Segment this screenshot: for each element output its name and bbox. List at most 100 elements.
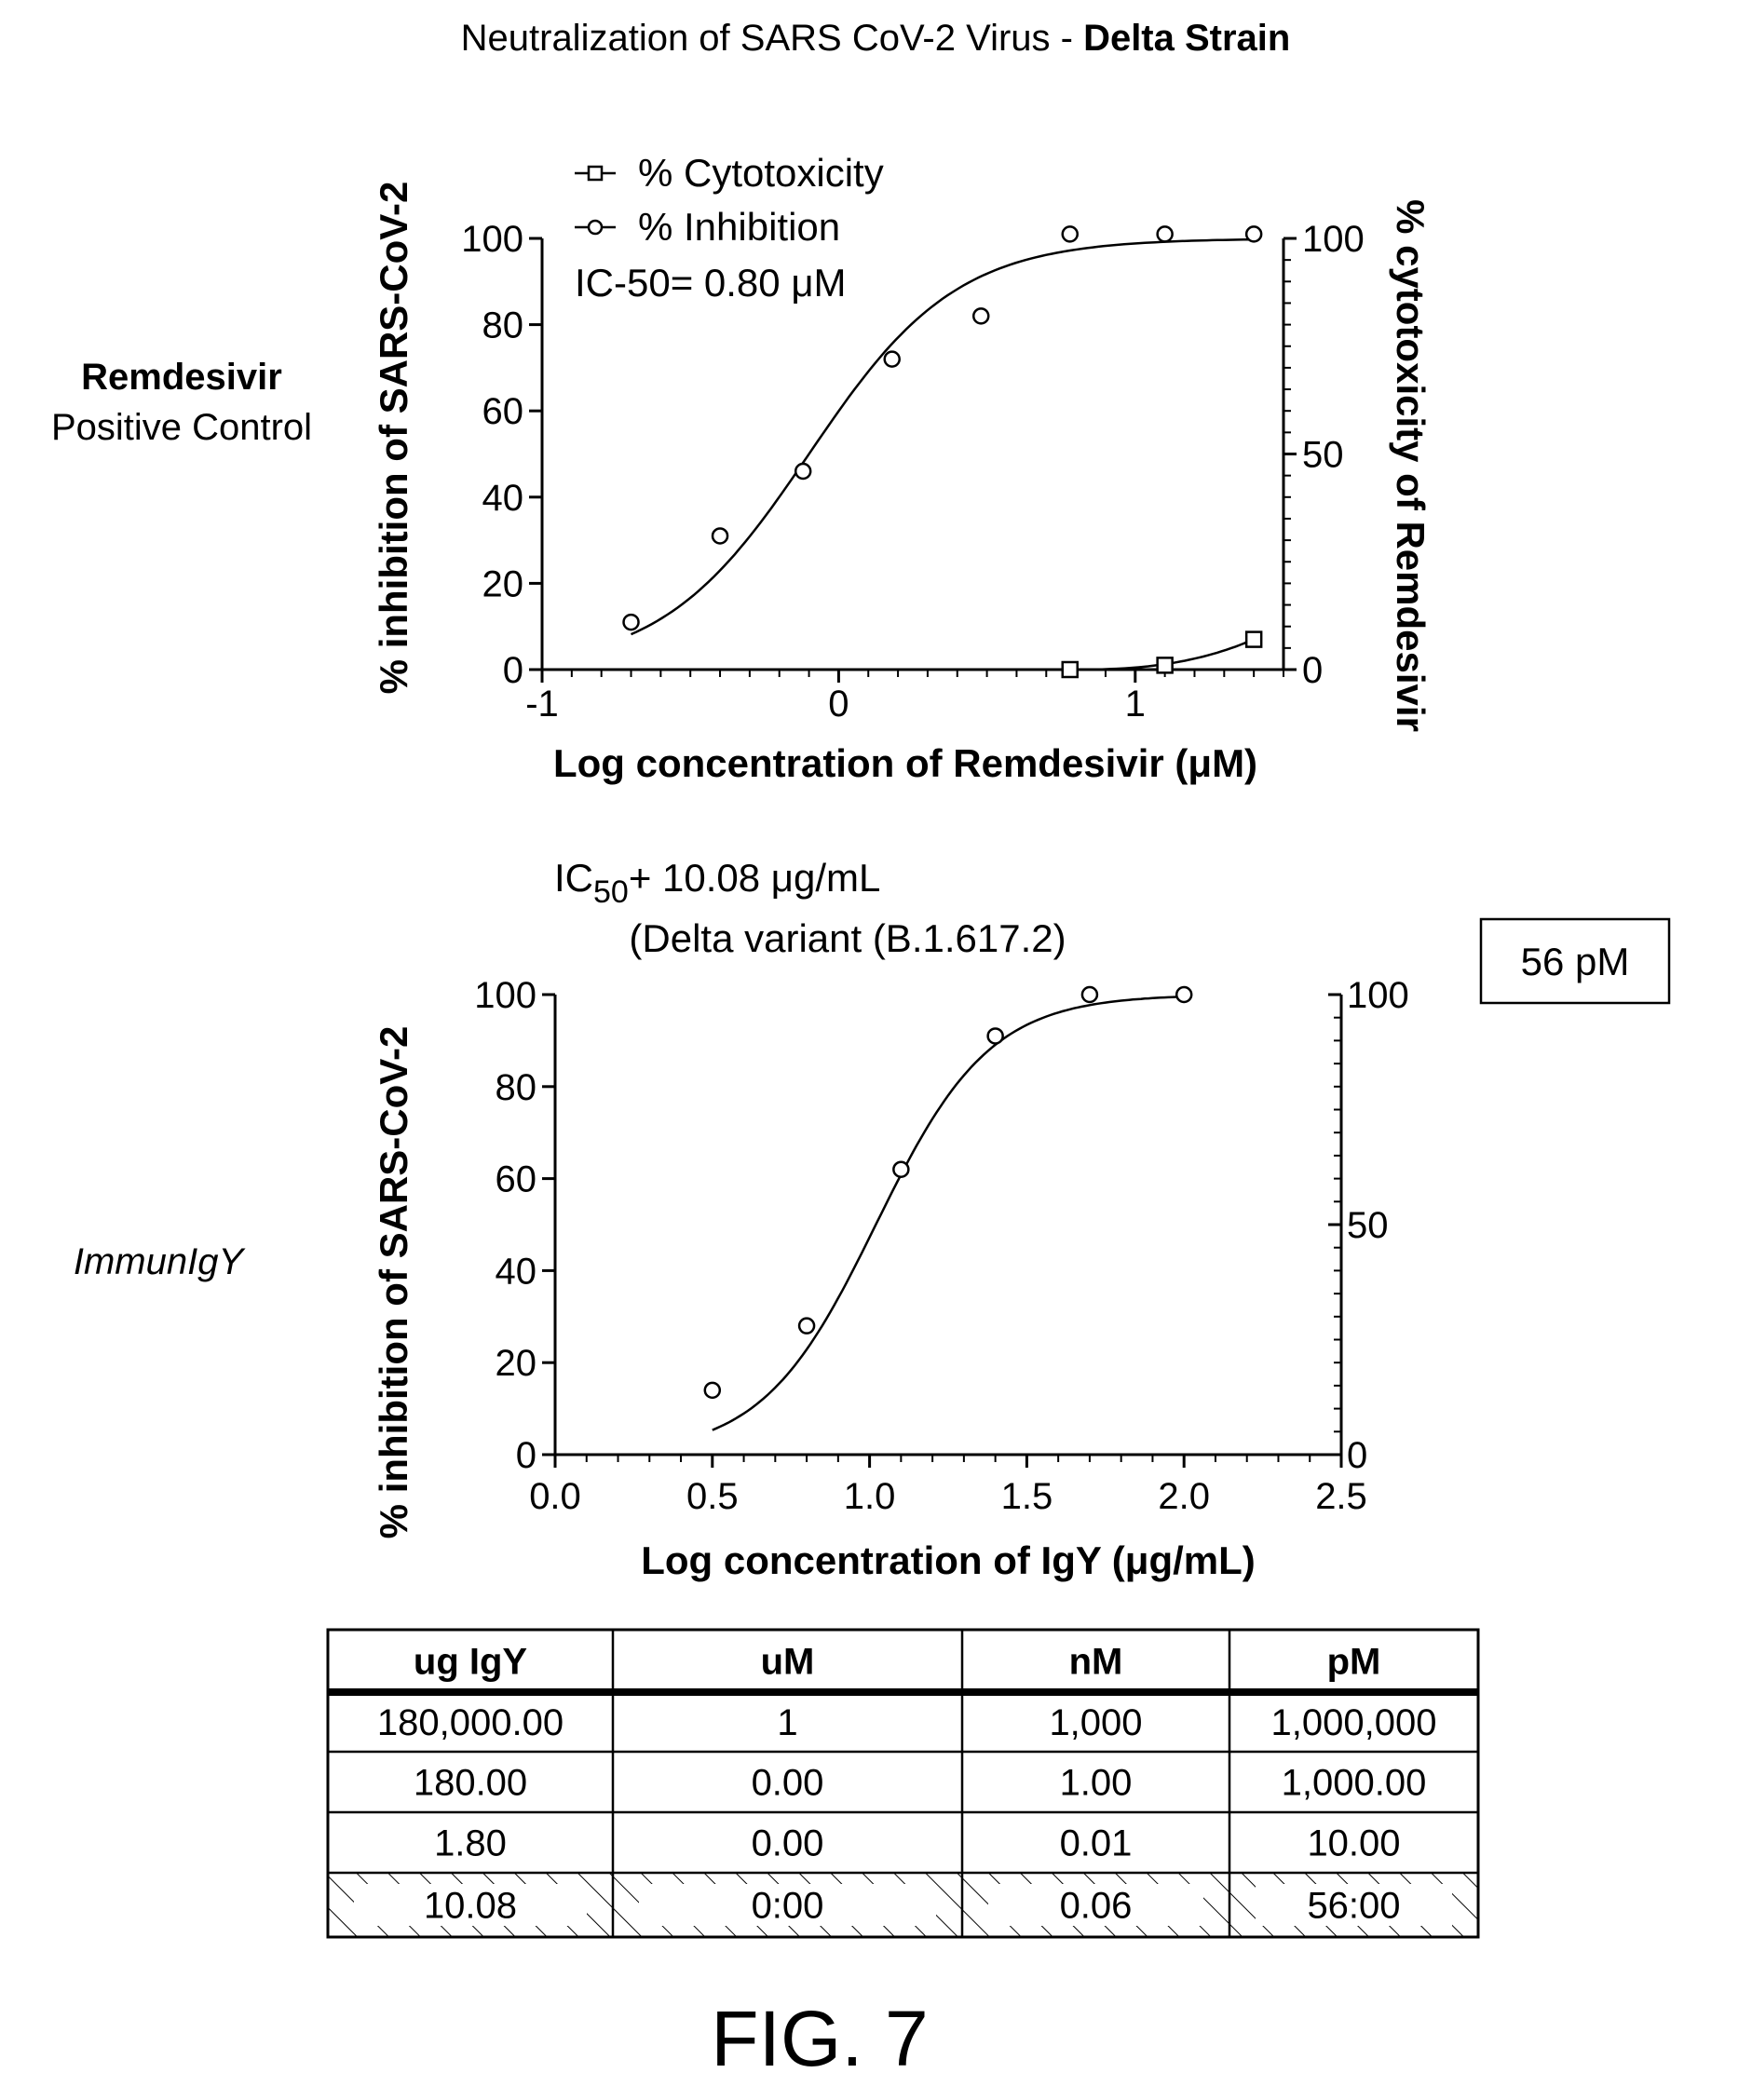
igy-point xyxy=(797,1317,816,1335)
chart1-y-tick-label: 60 xyxy=(482,391,524,432)
panel2-label: ImmunIgY xyxy=(74,1241,247,1282)
figure-title: Neutralization of SARS CoV-2 Virus - Del… xyxy=(461,18,1291,59)
igy-point xyxy=(986,1027,1004,1045)
table-header-cell: pM xyxy=(1327,1642,1381,1683)
chart1-points xyxy=(622,225,1263,679)
inhibition-point xyxy=(883,350,901,368)
table-cell: 0.06 xyxy=(1060,1886,1133,1927)
inhibition-point xyxy=(1244,225,1263,243)
chart2-y-tick-label: 80 xyxy=(496,1067,537,1108)
legend-entry-cytotoxicity: % Cytotoxicity xyxy=(638,151,884,195)
table-cell: 10.08 xyxy=(424,1886,517,1927)
igy-point xyxy=(892,1160,910,1178)
conversion-table: ug IgY uM nM pM 180,000.00 1 1,000 1,000,000 180… xyxy=(326,1628,1480,1939)
cytotoxicity-point xyxy=(1244,630,1263,648)
igy-point xyxy=(1175,985,1193,1004)
table-cell: 0.00 xyxy=(752,1763,824,1804)
table-border xyxy=(326,1628,1480,1939)
title-strain: Delta Strain xyxy=(1083,18,1290,59)
table-cell: 0.01 xyxy=(1060,1823,1133,1864)
cytotoxicity-point xyxy=(1061,660,1080,679)
chart1-y-axis-label: % inhibition of SARS-CoV-2 xyxy=(372,182,415,695)
table-cell: 1,000,000 xyxy=(1271,1702,1437,1743)
pm-value-box-label: 56 pM xyxy=(1521,940,1630,983)
chart2-subtitle: (Delta variant (B.1.617.2) xyxy=(629,916,1066,960)
table-header-cell: nM xyxy=(1069,1642,1123,1683)
table-cell-clear xyxy=(354,1884,587,1926)
inhibition-point xyxy=(1061,225,1080,243)
chart2-y2-tick-label: 50 xyxy=(1347,1205,1389,1246)
chart1-x-tick-label: -1 xyxy=(525,684,559,725)
chart2-y-axis-label: % inhibition of SARS-CoV-2 xyxy=(372,1026,415,1539)
legend-square-marker xyxy=(587,165,604,182)
table-header-cell: ug IgY xyxy=(414,1642,528,1683)
inhibition-point xyxy=(622,613,640,631)
chart2-x-tick-label: 2.0 xyxy=(1158,1476,1210,1517)
table-cell: 56:00 xyxy=(1307,1886,1400,1927)
table-cell: 1.00 xyxy=(1060,1763,1133,1804)
chart2-y-tick-label: 40 xyxy=(496,1251,537,1292)
chart1-y-tick-label: 100 xyxy=(461,219,523,260)
cytotoxicity-point xyxy=(1156,657,1174,674)
inhibition-fit-curve xyxy=(630,237,1255,636)
inhibition-point xyxy=(1156,225,1174,243)
figure-label: FIG. 7 xyxy=(711,1995,928,2082)
chart1-x-tick-label: 0 xyxy=(828,684,849,725)
chart2-y2-tick-label: 100 xyxy=(1347,975,1409,1016)
chart2-y2-tick-label: 0 xyxy=(1347,1435,1367,1476)
chart1-y2-tick-label: 50 xyxy=(1302,435,1344,476)
table-cell: 180,000.00 xyxy=(377,1702,564,1743)
pm-value-box xyxy=(1479,917,1671,1005)
legend-circle-marker xyxy=(587,219,604,236)
inhibition-point xyxy=(711,527,729,545)
table-header-cell: uM xyxy=(761,1642,815,1683)
chart2-y-tick-label: 100 xyxy=(474,975,536,1016)
panel1-label-name: Remdesivir xyxy=(81,357,282,398)
table-cell: 180.00 xyxy=(414,1763,527,1804)
legend-entry-inhibition: % Inhibition xyxy=(638,205,840,249)
chart1-x-tick-label: 1 xyxy=(1125,684,1146,725)
table-cell-clear xyxy=(988,1884,1203,1926)
chart2-x-axis-label: Log concentration of IgY (μg/mL) xyxy=(641,1538,1256,1582)
table-cell: 1,000 xyxy=(1049,1702,1142,1743)
chart2-y-tick-label: 60 xyxy=(496,1159,537,1200)
chart1-y-tick-label: 20 xyxy=(482,563,524,604)
chart2-x-tick-label: 0.5 xyxy=(686,1476,739,1517)
title-text: Neutralization of SARS CoV-2 Virus - xyxy=(461,18,1083,59)
table-cell: 0.00 xyxy=(752,1823,824,1864)
immunigy-chart: ImmunIgY IC50+ 10.08 μg/mL (Delta varian… xyxy=(74,856,1671,1582)
chart2-y-tick-label: 20 xyxy=(496,1343,537,1384)
chart1-legend: % Cytotoxicity % Inhibition xyxy=(575,151,884,249)
chart1-y2-tick-label: 0 xyxy=(1302,650,1323,691)
chart2-x-tick-label: 1.0 xyxy=(844,1476,896,1517)
panel1-label-desc: Positive Control xyxy=(51,407,312,448)
chart2-points xyxy=(703,985,1193,1400)
chart2-axes: 0 20 40 60 80 100 0 50 100 0.0 0.5 1.0 1.5 2.0 2.5 xyxy=(474,975,1409,1517)
remdesivir-chart: Remdesivir Positive Control 020406080100… xyxy=(51,151,1433,785)
chart1-ic50-annotation: IC-50= 0.80 μM xyxy=(575,261,847,305)
chart2-y-tick-label: 0 xyxy=(516,1435,536,1476)
igy-fit-curve xyxy=(712,995,1185,1431)
inhibition-point xyxy=(794,462,812,481)
table-cell: 10.00 xyxy=(1307,1823,1400,1864)
chart1-x-axis-label: Log concentration of Remdesivir (μM) xyxy=(553,741,1257,785)
table-cell-clear xyxy=(639,1884,936,1926)
igy-point xyxy=(1080,985,1099,1004)
chart2-ic50-annotation: IC50+ 10.08 μg/mL xyxy=(554,856,880,910)
table-cell: 1.80 xyxy=(434,1823,507,1864)
chart1-y2-axis-label: % cytotoxicity of Remdesivir xyxy=(1389,199,1433,732)
chart1-y-tick-label: 0 xyxy=(503,650,523,691)
chart1-y2-tick-label: 100 xyxy=(1302,219,1365,260)
inhibition-point xyxy=(971,307,990,325)
table-cell-clear xyxy=(1256,1884,1452,1926)
table-cell: 1,000.00 xyxy=(1282,1763,1427,1804)
igy-point xyxy=(703,1381,722,1400)
chart1-y-tick-label: 40 xyxy=(482,478,524,519)
table-cell: 1 xyxy=(777,1702,797,1743)
chart2-x-tick-label: 2.5 xyxy=(1315,1476,1367,1517)
chart2-fit-curve xyxy=(712,995,1185,1431)
chart1-y-tick-label: 80 xyxy=(482,305,524,346)
chart2-x-tick-label: 0.0 xyxy=(529,1476,581,1517)
